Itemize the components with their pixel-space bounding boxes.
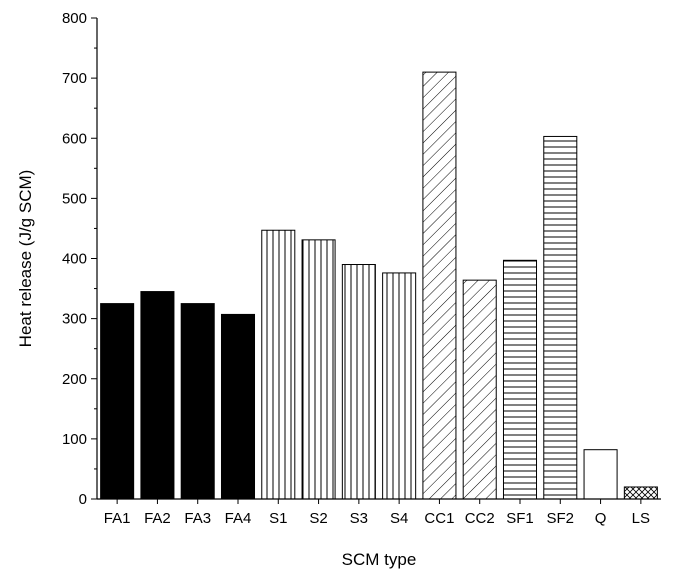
x-tick-label: S1 (269, 510, 287, 527)
x-tick-label: Q (595, 510, 607, 527)
y-tick-label: 100 (62, 431, 87, 448)
bar-sf1 (503, 260, 536, 499)
x-tick-label: SF1 (506, 510, 534, 527)
bar-fa1 (101, 304, 134, 499)
x-tick-label: S3 (350, 510, 368, 527)
y-ticks-group: 0 100 200 300 400 500 600 700 800 (62, 10, 97, 508)
x-tick-label: CC2 (465, 510, 495, 527)
x-tick-label: S2 (309, 510, 327, 527)
bar-ls (624, 487, 657, 499)
bar-s3 (342, 265, 375, 499)
bar-fa2 (141, 292, 174, 499)
x-axis-title: SCM type (342, 550, 417, 569)
y-tick-label: 600 (62, 130, 87, 147)
y-tick-label: 500 (62, 190, 87, 207)
x-tick-label: LS (632, 510, 650, 527)
x-tick-label: SF2 (547, 510, 575, 527)
y-tick-label: 200 (62, 371, 87, 388)
bar-sf2 (544, 136, 577, 499)
y-tick-label: 700 (62, 70, 87, 87)
bar-s1 (262, 230, 295, 499)
bars-group (101, 72, 658, 499)
y-tick-label: 0 (79, 491, 87, 508)
x-tick-label: FA2 (144, 510, 171, 527)
bar-fa4 (221, 314, 254, 499)
bar-cc2 (463, 280, 496, 499)
x-tick-label: FA4 (225, 510, 252, 527)
bar-s4 (383, 273, 416, 499)
y-tick-label: 400 (62, 251, 87, 268)
y-axis-title: Heat release (J/g SCM) (16, 170, 35, 348)
bar-s2 (302, 240, 335, 499)
x-tick-label: FA1 (104, 510, 131, 527)
y-tick-label: 800 (62, 10, 87, 27)
x-ticks-group: FA1 FA2 FA3 FA4 S1 S2 S3 S4 CC1 CC2 SF1 SF2 Q LS (104, 499, 650, 527)
x-tick-label: FA3 (184, 510, 211, 527)
bar-q (584, 450, 617, 499)
x-tick-label: S4 (390, 510, 408, 527)
x-tick-label: CC1 (424, 510, 454, 527)
bar-cc1 (423, 72, 456, 499)
bar-fa3 (181, 304, 214, 499)
y-tick-label: 300 (62, 311, 87, 328)
